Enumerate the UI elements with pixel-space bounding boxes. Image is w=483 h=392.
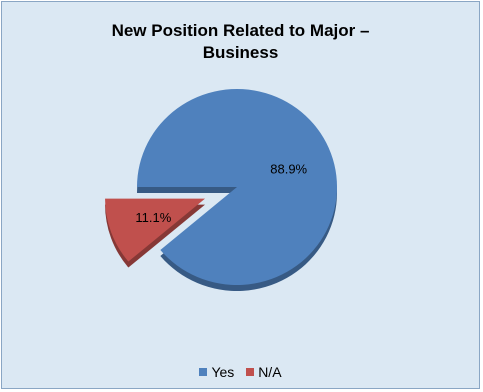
legend-label-na: N/A — [258, 364, 282, 380]
chart-title-line-1: New Position Related to Major – — [111, 21, 370, 40]
data-label-yes: 88.9% — [270, 162, 307, 177]
legend-label-yes: Yes — [211, 364, 235, 380]
legend: Yes N/A — [2, 364, 479, 380]
pie-slice-face-yes — [137, 88, 337, 285]
pie-slice-yes: 88.9% — [137, 88, 337, 291]
chart-title: New Position Related to Major – Business — [2, 20, 479, 64]
data-label-n-a: 11.1% — [135, 210, 171, 225]
chart-title-line-2: Business — [202, 43, 279, 62]
legend-swatch-na — [246, 368, 255, 376]
legend-item-na: N/A — [246, 364, 282, 380]
legend-swatch-yes — [199, 368, 208, 376]
pie-slice-n-a: 11.1% — [105, 198, 206, 268]
legend-item-yes: Yes — [199, 364, 234, 380]
pie-slice-face-n-a — [105, 198, 206, 262]
